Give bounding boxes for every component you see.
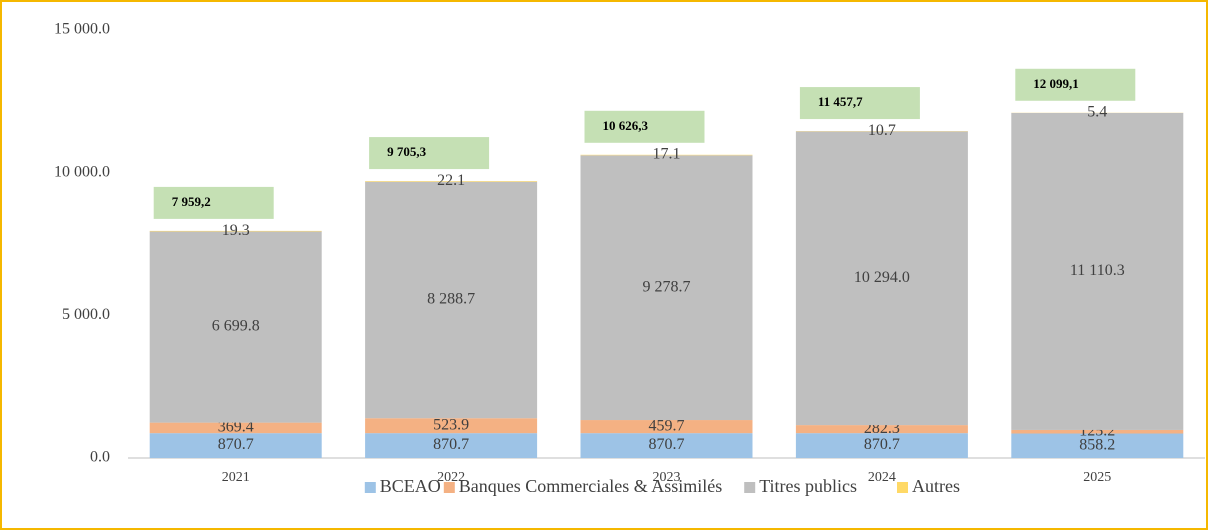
legend-label: Banques Commerciales & Assimilés [459,476,722,496]
bar-segment [365,433,538,458]
data-label: 5.4 [1087,104,1107,121]
bar-segment [580,155,753,421]
data-label: 8 288.7 [427,291,475,308]
x-tick-label: 2025 [1083,470,1111,485]
data-label: 523.9 [433,416,469,433]
data-label: 459.7 [649,417,685,434]
total-label: 12 099,1 [1033,76,1079,91]
bar-segment [795,131,968,426]
data-label: 870.7 [433,436,469,453]
bar-segment [365,418,538,434]
y-tick-label: 15 000.0 [54,21,110,38]
legend-swatch [744,482,756,493]
legend-label: Autres [912,476,960,496]
x-tick-label: 2021 [222,470,250,485]
bar-segment [795,433,968,458]
data-label: 870.7 [649,436,685,453]
legend-label: BCEAO [380,476,441,496]
total-label: 7 959,2 [172,194,211,209]
bar-segment [1011,429,1184,434]
bar-segment [365,181,538,419]
total-box [799,87,920,120]
data-label: 870.7 [218,436,254,453]
total-box [584,110,705,143]
legend-swatch [897,482,908,493]
x-tick-label: 2023 [653,470,681,485]
total-box [153,186,274,219]
bar-segment [1011,112,1184,430]
total-box [1015,68,1136,101]
y-tick-label: 5 000.0 [62,306,110,323]
bar-segment [580,420,753,434]
data-label: 870.7 [864,436,900,453]
data-label: 22.1 [437,172,465,189]
legend-label: Titres publics [759,476,857,496]
data-label: 9 278.7 [643,278,691,295]
data-label: 6 699.8 [212,318,260,335]
total-label: 11 457,7 [818,94,863,109]
x-tick-label: 2024 [868,470,896,485]
bar-segment [149,230,322,232]
y-tick-label: 0.0 [90,449,110,466]
y-tick-label: 10 000.0 [54,163,110,180]
bar-segment [795,425,968,434]
legend-swatch [443,482,455,493]
total-label: 9 705,3 [387,144,427,159]
data-label: 19.3 [222,222,250,239]
bar-segment [149,433,322,458]
bar-segment [149,231,322,423]
total-box [369,137,490,170]
data-label: 10.7 [868,122,896,139]
bar-segment [1011,433,1184,458]
data-label: 17.1 [653,146,681,163]
data-label: 10 294.0 [854,269,910,286]
data-label: 11 110.3 [1070,262,1125,279]
legend-swatch [364,482,376,493]
x-tick-label: 2022 [437,470,465,485]
bar-segment [365,181,538,182]
total-label: 10 626,3 [603,118,649,133]
data-label: 858.2 [1079,436,1115,453]
bar-segment [580,433,753,458]
data-label: 369.4 [218,419,254,436]
bar-segment [149,422,322,434]
